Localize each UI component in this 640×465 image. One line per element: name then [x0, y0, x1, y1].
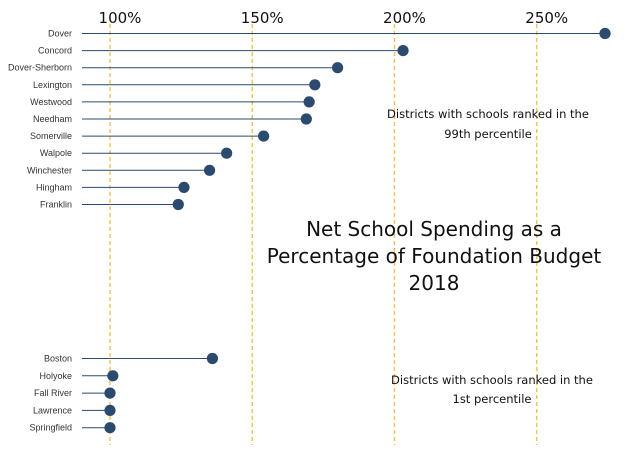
title-line: Net School Spending as a	[306, 217, 562, 241]
data-point	[258, 130, 270, 142]
x-tick-label: 150%	[241, 9, 284, 27]
annotation-line: 1st percentile	[453, 392, 532, 406]
category-label: Needham	[33, 114, 72, 124]
data-point	[178, 181, 190, 193]
category-label: Concord	[38, 46, 72, 56]
category-label: Springfield	[29, 423, 72, 433]
category-label: Franklin	[40, 200, 72, 210]
annotation-line: 99th percentile	[444, 127, 532, 141]
data-point	[104, 387, 116, 399]
data-point	[107, 370, 119, 382]
data-point	[203, 164, 216, 176]
category-label: Hingham	[36, 182, 72, 192]
annotation-line: Districts with schools ranked in the	[391, 373, 593, 387]
data-point	[397, 45, 409, 57]
category-label: Walpole	[40, 148, 72, 158]
x-tick-label: 250%	[525, 9, 568, 27]
category-label: Holyoke	[39, 371, 72, 381]
x-axis-ticks: 100% 150% 200% 250%	[99, 9, 569, 27]
data-point	[599, 27, 611, 40]
data-point	[303, 96, 315, 108]
chart-title: Net School Spending as a Percentage of Fo…	[267, 217, 602, 295]
data-point	[104, 422, 116, 434]
category-label: Fall River	[34, 388, 72, 398]
category-label: Westwood	[30, 97, 72, 107]
data-point	[309, 79, 321, 91]
title-line: 2018	[409, 271, 460, 295]
data-point	[300, 113, 312, 125]
x-tick-label: 100%	[99, 9, 142, 27]
data-point	[172, 198, 184, 211]
x-tick-label: 200%	[383, 9, 426, 27]
category-label: Lawrence	[33, 405, 72, 415]
category-labels: Dover Concord Dover-Sherborn Lexington Westw…	[8, 29, 72, 433]
data-point	[332, 62, 344, 74]
category-label: Somerville	[30, 131, 72, 141]
annotations: Districts with schools ranked in the 99th…	[387, 107, 593, 406]
data-point	[206, 352, 219, 365]
category-label: Lexington	[33, 80, 72, 90]
data-marks	[82, 27, 611, 434]
category-label: Winchester	[27, 165, 72, 175]
annotation-line: Districts with schools ranked in the	[387, 107, 589, 121]
data-point	[221, 147, 233, 159]
category-label: Dover-Sherborn	[8, 63, 72, 73]
title-line: Percentage of Foundation Budget	[267, 244, 602, 268]
category-label: Boston	[44, 354, 72, 364]
category-label: Dover	[48, 29, 72, 39]
data-point	[104, 404, 116, 416]
